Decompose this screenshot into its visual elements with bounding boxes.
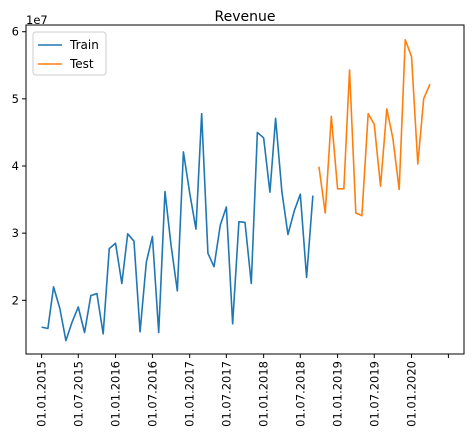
x-tick-label: 01.07.2015 [71, 361, 85, 427]
legend: Train Test [32, 31, 107, 76]
x-tick-label: 01.01.2018 [257, 361, 271, 427]
x-tick-label: 01.01.2015 [35, 361, 49, 427]
x-tick-label: 01.07.2016 [145, 361, 159, 427]
x-tick-label: 01.07.2017 [219, 361, 233, 427]
y-tick-label: 4 [12, 159, 19, 173]
plot-frame [25, 24, 465, 355]
y-axis: 2 3 4 5 6 [12, 25, 26, 307]
x-tick-label: 01.01.2017 [183, 361, 197, 427]
x-tick-label: 01.07.2018 [293, 361, 307, 427]
series-line-test [318, 38, 431, 217]
x-axis: 01.01.2015 01.07.2015 01.01.2016 01.07.2016… [35, 354, 449, 427]
y-offset-label: 1e7 [26, 13, 48, 27]
x-tick-label: 01.07.2019 [367, 361, 381, 427]
series-layer [41, 38, 431, 342]
legend-label-train: Train [69, 38, 99, 52]
x-tick-label: 01.01.2016 [109, 361, 123, 427]
legend-label-test: Test [69, 57, 94, 71]
y-tick-label: 3 [12, 226, 19, 240]
y-tick-label: 6 [12, 25, 19, 39]
x-tick-label: 01.01.2019 [331, 361, 345, 427]
x-tick-label: 01.01.2020 [405, 361, 419, 427]
y-tick-label: 2 [12, 293, 19, 307]
y-tick-label: 5 [12, 92, 19, 106]
series-line-train [41, 112, 314, 342]
chart-title: Revenue [215, 9, 276, 25]
